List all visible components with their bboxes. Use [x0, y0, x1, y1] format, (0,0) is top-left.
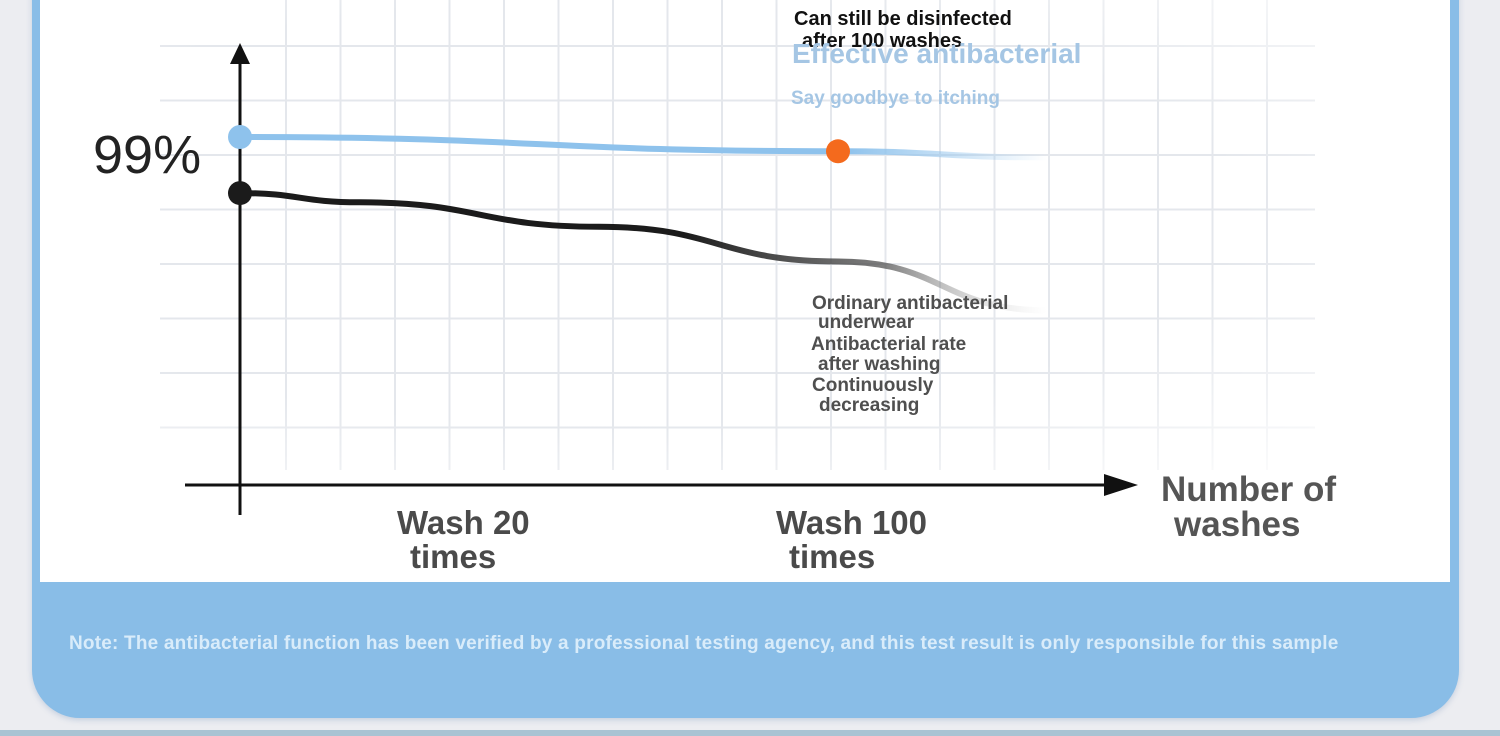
ordinary-series-label: Ordinary antibacterial underwear Antibac… [811, 293, 1014, 416]
ordinary-antibacterial-start-point [228, 181, 252, 206]
effective-antibacterial-start-point [228, 125, 252, 149]
effective-antibacterial-line [237, 134, 1051, 161]
antibacterial-chart: 99% Wash 20 times Wash 100 times Number … [40, 0, 1450, 575]
ordinary-antibacterial-line [237, 190, 1051, 314]
y-tick-label-99: 99% [93, 125, 201, 185]
effective-series-label: Effective antibacterial [792, 38, 1081, 69]
x-axis-arrow [1104, 474, 1138, 496]
x-tick-label-wash-20: Wash 20 times [397, 504, 539, 575]
grid-fade-overlay [40, 0, 1450, 470]
y-axis-arrow [230, 43, 250, 64]
series-layer [237, 134, 1051, 314]
testing-note: Note: The antibacterial function has bee… [69, 633, 1339, 654]
bottom-strip [0, 730, 1500, 736]
x-tick-label-wash-100: Wash 100 times [776, 504, 936, 575]
effective-series-sublabel: Say goodbye to itching [791, 88, 1000, 109]
top-callout: Can still be disinfected after 100 washe… [794, 8, 1017, 52]
highlight-point-100-washes [826, 139, 850, 164]
x-axis-title: Number of washes [1161, 470, 1346, 544]
points-layer [228, 125, 850, 206]
